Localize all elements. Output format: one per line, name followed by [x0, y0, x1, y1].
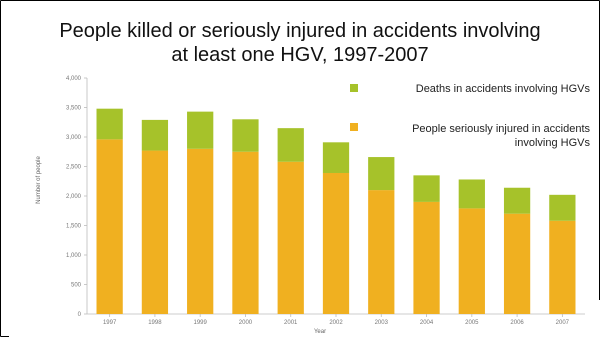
- bar-injured-1999: [187, 148, 214, 314]
- bar-deaths-2000: [232, 119, 259, 152]
- x-tick-label-2000: 2000: [239, 320, 253, 326]
- bar-injured-2002: [322, 172, 350, 314]
- y-tick-label: 0: [78, 312, 82, 318]
- y-tick-label: 2,000: [66, 194, 82, 200]
- bar-injured-2004: [413, 201, 440, 314]
- bar-deaths-2005: [458, 179, 485, 209]
- bar-deaths-1998: [141, 119, 169, 151]
- bar-injured-2001: [277, 161, 304, 314]
- y-tick-label: 2,500: [66, 165, 82, 171]
- bar-injured-1998: [141, 150, 169, 314]
- bar-deaths-1997: [96, 108, 123, 140]
- legend-label-injured-line-1: People seriously injured in accidents: [412, 123, 590, 135]
- x-tick-label-2002: 2002: [329, 320, 343, 326]
- bar-injured-2007: [549, 220, 576, 314]
- bar-deaths-2003: [368, 157, 395, 191]
- y-tick-label: 3,500: [66, 106, 82, 112]
- bar-injured-1997: [96, 139, 123, 314]
- y-tick-label: 4,000: [66, 76, 82, 82]
- bar-injured-2003: [368, 190, 395, 314]
- x-tick-label-2001: 2001: [284, 320, 298, 326]
- legend-label-injured-line-2: involving HGVs: [515, 137, 591, 149]
- bar-injured-2005: [458, 208, 485, 314]
- bar-deaths-1999: [187, 111, 214, 149]
- bar-injured-2000: [232, 151, 259, 314]
- x-axis-title: Year: [314, 329, 326, 335]
- bar-deaths-2002: [322, 142, 350, 173]
- chart-title-line-2: at least one HGV, 1997-2007: [171, 44, 429, 66]
- bar-deaths-2007: [549, 194, 576, 221]
- x-tick-label-1997: 1997: [103, 320, 117, 326]
- y-axis-title: Number of people: [36, 155, 42, 203]
- legend-swatch-injured: [350, 123, 358, 131]
- legend-label-deaths: Deaths in accidents involving HGVs: [416, 83, 591, 95]
- y-tick-label: 1,500: [66, 224, 82, 230]
- bar-deaths-2006: [503, 187, 531, 214]
- bar-injured-2006: [503, 213, 531, 314]
- chart-title-line-1: People killed or seriously injured in ac…: [59, 20, 541, 42]
- x-tick-label-2003: 2003: [375, 320, 389, 326]
- y-tick-label: 3,000: [66, 135, 82, 141]
- legend-swatch-deaths: [350, 84, 358, 92]
- x-tick-label-1998: 1998: [148, 320, 162, 326]
- x-tick-label-2006: 2006: [510, 320, 524, 326]
- bar-deaths-2004: [413, 175, 440, 202]
- x-tick-label-1999: 1999: [194, 320, 208, 326]
- x-tick-label-2004: 2004: [420, 320, 434, 326]
- x-tick-label-2007: 2007: [556, 320, 570, 326]
- y-tick-label: 500: [71, 283, 82, 289]
- x-tick-label-2005: 2005: [465, 320, 479, 326]
- y-tick-label: 1,000: [66, 253, 82, 259]
- bar-deaths-2001: [277, 128, 304, 162]
